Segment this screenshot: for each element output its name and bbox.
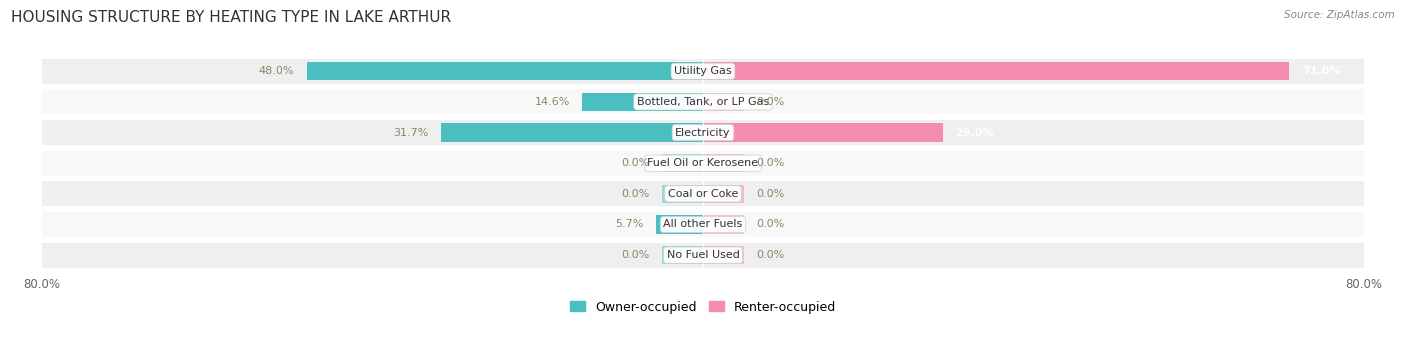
Text: 0.0%: 0.0% xyxy=(756,158,785,168)
Text: 29.0%: 29.0% xyxy=(955,128,994,138)
Bar xyxy=(703,215,744,234)
Text: Fuel Oil or Kerosene: Fuel Oil or Kerosene xyxy=(647,158,759,168)
Bar xyxy=(662,246,703,264)
Bar xyxy=(657,215,703,234)
Text: 0.0%: 0.0% xyxy=(621,189,650,199)
Bar xyxy=(42,89,1364,115)
Bar xyxy=(703,246,744,264)
Bar xyxy=(441,123,703,142)
Bar xyxy=(42,181,1364,206)
Text: No Fuel Used: No Fuel Used xyxy=(666,250,740,260)
Bar xyxy=(703,154,744,172)
Text: 0.0%: 0.0% xyxy=(756,220,785,230)
Bar xyxy=(703,123,942,142)
Bar xyxy=(42,151,1364,176)
Text: Electricity: Electricity xyxy=(675,128,731,138)
Bar xyxy=(307,62,703,81)
Legend: Owner-occupied, Renter-occupied: Owner-occupied, Renter-occupied xyxy=(569,301,837,313)
Text: 5.7%: 5.7% xyxy=(616,220,644,230)
Bar xyxy=(42,120,1364,145)
Bar xyxy=(42,212,1364,237)
Text: Source: ZipAtlas.com: Source: ZipAtlas.com xyxy=(1284,10,1395,20)
Text: 0.0%: 0.0% xyxy=(756,189,785,199)
Text: 48.0%: 48.0% xyxy=(259,66,294,76)
Text: Coal or Coke: Coal or Coke xyxy=(668,189,738,199)
Text: 31.7%: 31.7% xyxy=(394,128,429,138)
Text: All other Fuels: All other Fuels xyxy=(664,220,742,230)
Bar xyxy=(703,62,1289,81)
Bar xyxy=(703,185,744,203)
Text: 0.0%: 0.0% xyxy=(621,250,650,260)
Bar xyxy=(703,93,744,111)
Text: 0.0%: 0.0% xyxy=(756,97,785,107)
Bar xyxy=(42,242,1364,268)
Text: 0.0%: 0.0% xyxy=(621,158,650,168)
Bar xyxy=(662,185,703,203)
Text: 14.6%: 14.6% xyxy=(534,97,569,107)
Bar xyxy=(582,93,703,111)
Text: Bottled, Tank, or LP Gas: Bottled, Tank, or LP Gas xyxy=(637,97,769,107)
Bar xyxy=(662,154,703,172)
Text: HOUSING STRUCTURE BY HEATING TYPE IN LAKE ARTHUR: HOUSING STRUCTURE BY HEATING TYPE IN LAK… xyxy=(11,10,451,25)
Text: Utility Gas: Utility Gas xyxy=(675,66,731,76)
Bar xyxy=(42,59,1364,84)
Text: 0.0%: 0.0% xyxy=(756,250,785,260)
Text: 71.0%: 71.0% xyxy=(1302,66,1340,76)
